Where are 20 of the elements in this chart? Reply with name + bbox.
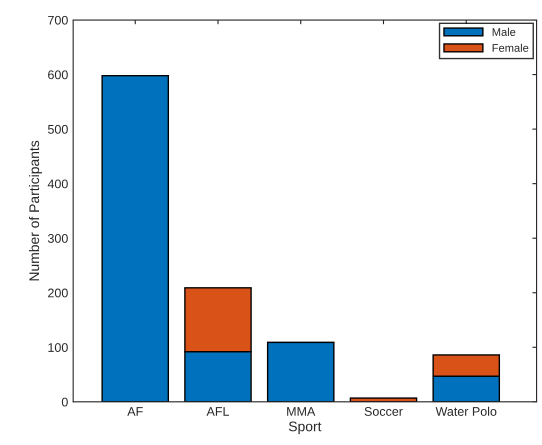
y-tick-label: 500 bbox=[48, 124, 68, 134]
bar bbox=[350, 397, 418, 402]
y-axis-title: Number of Participants bbox=[28, 140, 42, 280]
x-tick-label: AFL bbox=[206, 407, 230, 416]
x-axis-title: Sport bbox=[288, 421, 322, 434]
y-tick-label: 200 bbox=[48, 288, 68, 298]
x-tick-label: Soccer bbox=[364, 407, 403, 416]
y-tick-label: 0 bbox=[62, 398, 68, 406]
x-tick-label: AF bbox=[127, 407, 143, 416]
y-tick-label: 100 bbox=[48, 343, 68, 352]
bar bbox=[266, 342, 335, 402]
y-tick-label: 300 bbox=[48, 234, 68, 243]
legend-label: Female bbox=[492, 44, 528, 52]
y-tick-label: 400 bbox=[48, 179, 68, 188]
x-tick-label: MMA bbox=[287, 407, 316, 416]
x-tick-label: Water Polo bbox=[436, 406, 496, 416]
bar bbox=[101, 74, 170, 402]
legend-label: Male bbox=[492, 28, 516, 36]
y-tick-label: 700 bbox=[48, 16, 68, 25]
y-tick-label: 600 bbox=[48, 70, 68, 80]
